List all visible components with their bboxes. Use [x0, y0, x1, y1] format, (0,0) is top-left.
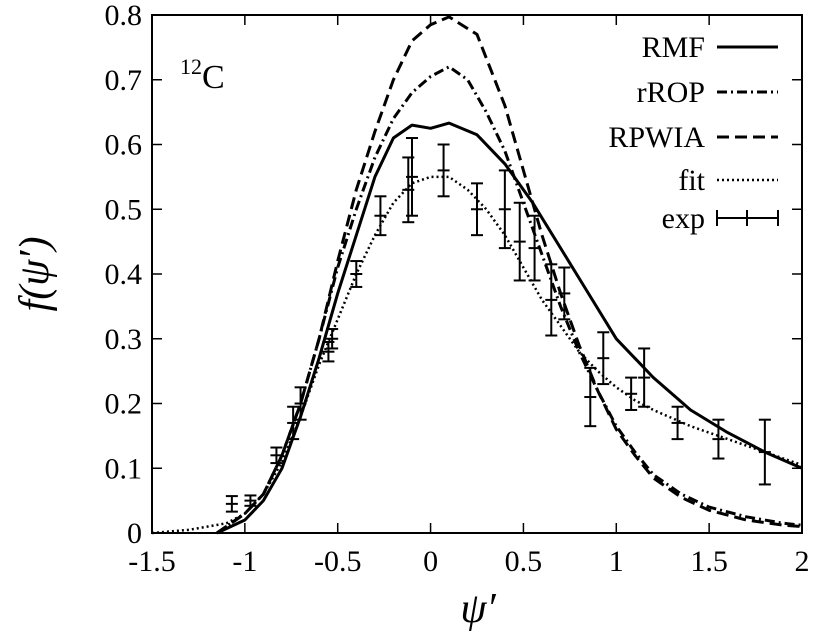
- exp-point-1: [244, 494, 257, 507]
- legend-item-rrop: rROP: [637, 76, 778, 109]
- nucleus-label: 12C: [180, 54, 225, 96]
- exp-point-0: [225, 495, 238, 513]
- series-layer: [151, 15, 803, 535]
- exp-point-17: [558, 266, 571, 321]
- y-tick-label-7: 0.7: [105, 64, 143, 97]
- nucleus-symbol: C: [202, 59, 225, 96]
- exp-point-2: [270, 446, 283, 465]
- exp-point-16: [545, 263, 558, 337]
- exp-point-14: [513, 201, 526, 282]
- y-tick-label-5: 0.5: [105, 193, 143, 226]
- exp-points-layer: [225, 137, 771, 513]
- x-tick-label-7: 2: [795, 545, 810, 578]
- legend-label-rmf: RMF: [642, 31, 705, 64]
- y-tick-label-0: 0: [127, 517, 142, 550]
- exp-point-19: [597, 331, 610, 386]
- legend-item-rpwia: RPWIA: [608, 121, 778, 154]
- series-line-rmf: [216, 121, 803, 535]
- legend: RMF rROP RPWIA fit exp: [608, 31, 779, 235]
- exp-point-10: [406, 137, 418, 217]
- x-axis-title: ψ′: [460, 586, 496, 632]
- exp-point-12: [471, 182, 483, 237]
- y-tick-label-2: 0.2: [105, 388, 143, 421]
- exp-point-8: [374, 195, 387, 237]
- x-tick-label-3: 0: [423, 545, 438, 578]
- series-line-rpwia: [216, 15, 803, 535]
- legend-label-rpwia: RPWIA: [608, 121, 705, 154]
- y-tick-label-1: 0.1: [105, 452, 143, 485]
- y-tick-label-4: 0.4: [105, 258, 143, 291]
- y-tick-label-6: 0.6: [105, 129, 143, 162]
- exp-point-15: [528, 214, 541, 282]
- exp-point-20: [625, 376, 638, 411]
- exp-point-13: [498, 169, 511, 250]
- exp-point-22: [671, 405, 684, 441]
- y-tick-label-3: 0.3: [105, 323, 143, 356]
- exp-point-11: [437, 143, 450, 198]
- legend-item-exp: exp: [662, 202, 779, 235]
- legend-label-rrop: rROP: [637, 76, 705, 109]
- exp-point-6: [326, 328, 339, 350]
- legend-item-fit: fit: [678, 164, 778, 197]
- x-tick-label-0: -1.5: [128, 545, 176, 578]
- x-tick-label-5: 1: [609, 545, 624, 578]
- legend-label-fit: fit: [678, 164, 705, 197]
- legend-item-rmf: RMF: [642, 31, 778, 64]
- y-tick-labels: 0 0.1 0.2 0.3 0.4 0.5 0.6 0.7 0.8: [105, 0, 143, 550]
- exp-point-18: [584, 366, 597, 428]
- exp-point-3: [287, 405, 300, 441]
- plot-frame: [151, 14, 803, 534]
- y-tick-label-8: 0.8: [105, 0, 143, 32]
- legend-label-exp: exp: [662, 202, 705, 235]
- exp-point-7: [350, 260, 363, 288]
- x-tick-labels: -1.5 -1 -0.5 0 0.5 1 1.5 2: [128, 545, 809, 578]
- exp-point-4: [294, 386, 307, 421]
- exp-point-21: [638, 347, 651, 408]
- x-tick-label-4: 0.5: [505, 545, 543, 578]
- exp-point-5: [322, 340, 335, 363]
- exp-point-24: [758, 418, 771, 486]
- series-line-fit: [151, 175, 803, 535]
- x-tick-label-1: -1: [232, 545, 257, 578]
- x-tick-label-2: -0.5: [314, 545, 362, 578]
- y-axis-title: f(ψ′): [12, 237, 58, 312]
- nucleus-mass-number: 12: [180, 54, 202, 79]
- exp-point-23: [712, 418, 725, 460]
- x-tick-label-6: 1.5: [690, 545, 728, 578]
